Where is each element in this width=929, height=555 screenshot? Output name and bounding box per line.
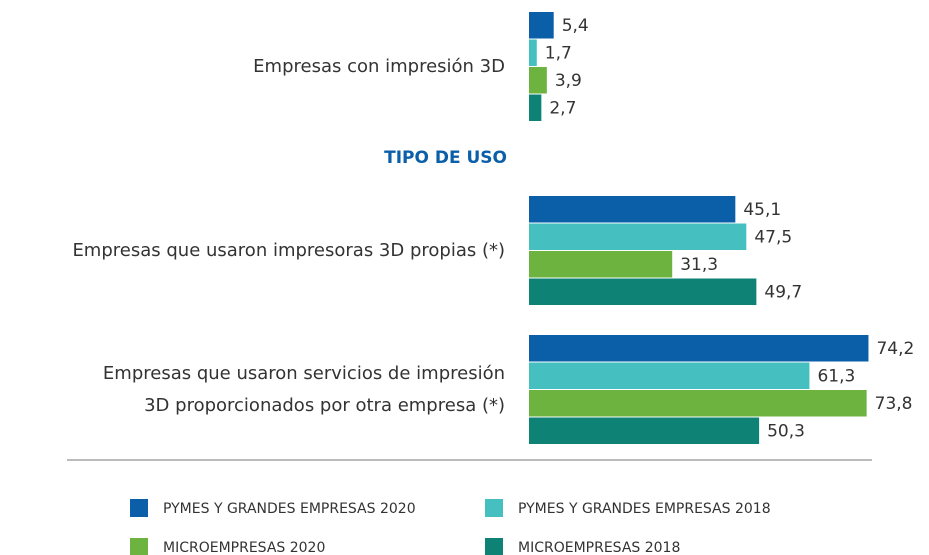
value-label: 3,9 <box>555 71 582 91</box>
value-label: 73,8 <box>875 394 913 414</box>
bar <box>529 417 760 444</box>
bar <box>529 196 736 223</box>
legend-swatch <box>130 538 148 555</box>
bar <box>529 12 554 39</box>
legend-swatch <box>485 538 503 555</box>
value-label: 61,3 <box>817 366 855 386</box>
section-label: TIPO DE USO <box>384 148 507 168</box>
value-label: 50,3 <box>767 421 805 441</box>
bar <box>529 278 757 305</box>
legend-label: PYMES Y GRANDES EMPRESAS 2018 <box>518 501 771 517</box>
category-label: Empresas que usaron impresoras 3D propia… <box>72 240 505 261</box>
bar <box>529 67 547 94</box>
value-label: 49,7 <box>764 282 802 302</box>
bar <box>529 94 542 121</box>
legend-label: MICROEMPRESAS 2020 <box>163 540 325 555</box>
bar <box>529 251 673 278</box>
legend-label: MICROEMPRESAS 2018 <box>518 540 680 555</box>
value-label: 5,4 <box>562 16 589 36</box>
category-label: Empresas con impresión 3D <box>253 56 505 77</box>
category-label: Empresas que usaron servicios de impresi… <box>102 363 505 416</box>
bar <box>529 362 810 389</box>
value-label: 31,3 <box>680 255 718 275</box>
legend-swatch <box>130 499 148 517</box>
value-label: 2,7 <box>549 98 576 118</box>
bar <box>529 390 867 417</box>
bar <box>529 39 537 66</box>
legend-label: PYMES Y GRANDES EMPRESAS 2020 <box>163 501 416 517</box>
bar <box>529 223 747 250</box>
value-label: 74,2 <box>876 339 914 359</box>
legend-swatch <box>485 499 503 517</box>
value-label: 47,5 <box>754 227 792 247</box>
value-label: 45,1 <box>743 200 781 220</box>
value-label: 1,7 <box>545 43 572 63</box>
bar <box>529 335 869 362</box>
